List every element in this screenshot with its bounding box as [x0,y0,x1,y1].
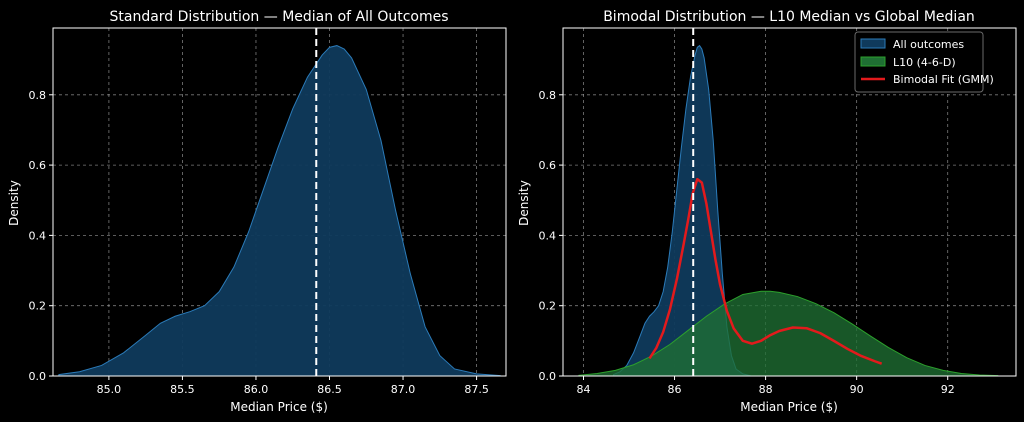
x-tick-label: 86.5 [317,383,342,396]
x-tick-label: 87.0 [391,383,416,396]
density-line-bimodal-fit-gmm [648,177,883,365]
chart-title: Standard Distribution — Median of All Ou… [109,9,448,25]
y-tick-label: 0.2 [29,300,47,313]
legend-label-all-outcomes: All outcomes [893,38,964,51]
y-tick-label: 0.4 [539,229,557,242]
x-tick-label: 92 [941,383,955,396]
legend-swatch-l10 [860,56,886,67]
axes-frame [52,27,507,377]
y-tick-label: 0.0 [539,370,557,383]
panel-bimodal-distribution: Bimodal Distribution — L10 Median vs Glo… [517,9,1017,414]
density-area-l10-4-6-d [578,290,999,377]
panel-standard-distribution: Standard Distribution — Median of All Ou… [7,9,507,414]
legend-swatch-all-outcomes [860,38,886,49]
y-tick-label: 0.8 [29,89,47,102]
x-tick-label: 87.5 [464,383,489,396]
legend-frame [854,31,984,93]
y-axis-label: Density [7,180,21,226]
legend-label-l10: L10 (4-6-D) [893,56,956,69]
plot-area: 84 86 88 90 92 0.0 0.2 0.4 0.6 0.8 [539,27,1017,396]
legend-label-gmm: Bimodal Fit (GMM) [893,73,994,86]
axes-frame [562,27,1017,377]
y-tick-label: 0.8 [539,89,557,102]
y-tick-label: 0.0 [29,370,47,383]
x-tick-label: 84 [576,383,590,396]
x-axis-label: Median Price ($) [740,400,838,414]
x-tick-label: 85.0 [97,383,122,396]
plot-area: 85.0 85.5 86.0 86.5 87.0 87.5 0.0 0.2 0.4 0.6 0.8 [29,27,507,396]
x-tick-label: 86.0 [244,383,269,396]
legend: All outcomes L10 (4-6-D) Bimodal Fit (GM… [854,31,994,93]
x-tick-label: 86 [668,383,682,396]
density-area-all-outcomes [58,45,501,377]
x-tick-label: 88 [759,383,773,396]
x-tick-label: 90 [850,383,864,396]
y-axis-label: Density [517,180,531,226]
x-tick-label: 85.5 [170,383,195,396]
y-tick-label: 0.2 [539,300,557,313]
y-tick-label: 0.4 [29,229,47,242]
y-tick-label: 0.6 [29,159,47,172]
y-tick-label: 0.6 [539,159,557,172]
x-axis-label: Median Price ($) [230,400,328,414]
chart-title: Bimodal Distribution — L10 Median vs Glo… [603,9,975,25]
